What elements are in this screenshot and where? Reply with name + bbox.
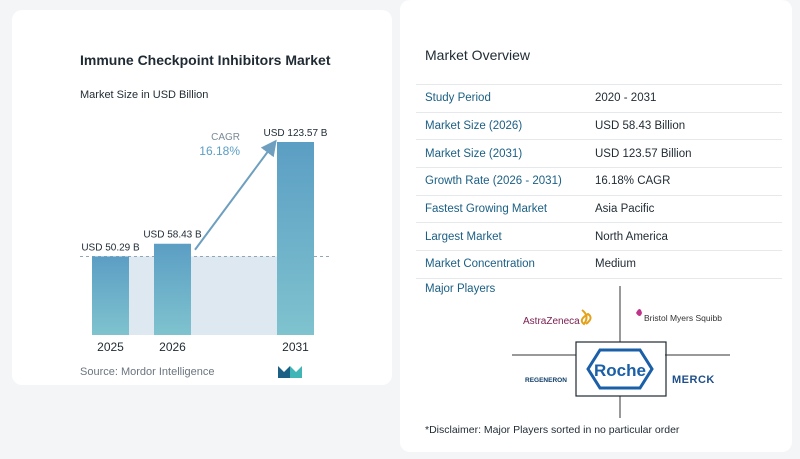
row-value: 2020 - 2031 [595,92,657,105]
data-label-2026: USD 58.43 B [143,230,202,241]
table-row: Largest Market North America [416,223,782,252]
overview-title: Market Overview [425,47,531,63]
player-astrazeneca: AstraZeneca [523,316,580,327]
tick-label-2026: 2026 [159,340,186,354]
data-label-2025: USD 50.29 B [81,242,140,253]
row-value: 16.18% CAGR [595,175,671,188]
table-row: Growth Rate (2026 - 2031) 16.18% CAGR [416,168,782,196]
roche-frame [575,341,667,397]
row-value: Asia Pacific [595,203,655,216]
table-row: Study Period 2020 - 2031 [416,84,782,113]
cagr-label: CAGR [211,132,240,143]
source-note: Source: Mordor Intelligence [80,366,215,378]
row-value: USD 58.43 Billion [595,120,686,133]
mordor-logo-icon [278,366,302,378]
table-row: Fastest Growing Market Asia Pacific [416,196,782,224]
row-key: Market Size (2026) [425,120,523,133]
row-key: Market Concentration [425,258,535,271]
row-key: Fastest Growing Market [425,203,548,216]
player-bms: Bristol Myers Squibb [644,313,722,323]
table-row: Market Size (2026) USD 58.43 Billion [416,113,782,141]
astrazeneca-logo-icon [580,309,592,326]
cagr-value: 16.18% [199,144,240,158]
row-value: North America [595,230,668,243]
bar-2031 [277,142,314,335]
row-key: Market Size (2031) [425,147,523,160]
overview-table: Study Period 2020 - 2031 Market Size (20… [416,84,782,279]
player-merck: MERCK [672,374,715,386]
cagr-arrow [194,139,277,251]
row-key: Growth Rate (2026 - 2031) [425,175,562,188]
row-value: Medium [595,258,636,271]
players-logos: Roche AstraZeneca Bristol Myers Squibb R… [512,286,730,418]
bar-2025 [92,256,129,335]
bar-2026 [154,243,191,335]
tick-label-2031: 2031 [282,340,309,354]
player-roche: Roche [594,361,646,380]
players-title: Major Players [425,283,496,295]
bms-logo-icon [636,309,642,316]
row-key: Largest Market [425,230,502,243]
chart-title: Immune Checkpoint Inhibitors Market [80,52,331,68]
disclaimer: *Disclaimer: Major Players sorted in no … [425,424,680,436]
chart-subtitle: Market Size in USD Billion [80,89,209,101]
roche-logo-icon [586,348,654,390]
row-key: Study Period [425,92,491,105]
row-value: USD 123.57 Billion [595,147,692,160]
player-regeneron: REGENERON [525,377,567,384]
table-row: Market Concentration Medium [416,251,782,279]
chart-plot: USD 50.29 B 2025 USD 58.43 B 2026 USD 123.57… [80,128,330,354]
table-row: Market Size (2031) USD 123.57 Billion [416,140,782,169]
overview-card [400,0,792,452]
data-label-2031: USD 123.57 B [264,128,328,139]
tick-label-2025: 2025 [97,340,124,354]
